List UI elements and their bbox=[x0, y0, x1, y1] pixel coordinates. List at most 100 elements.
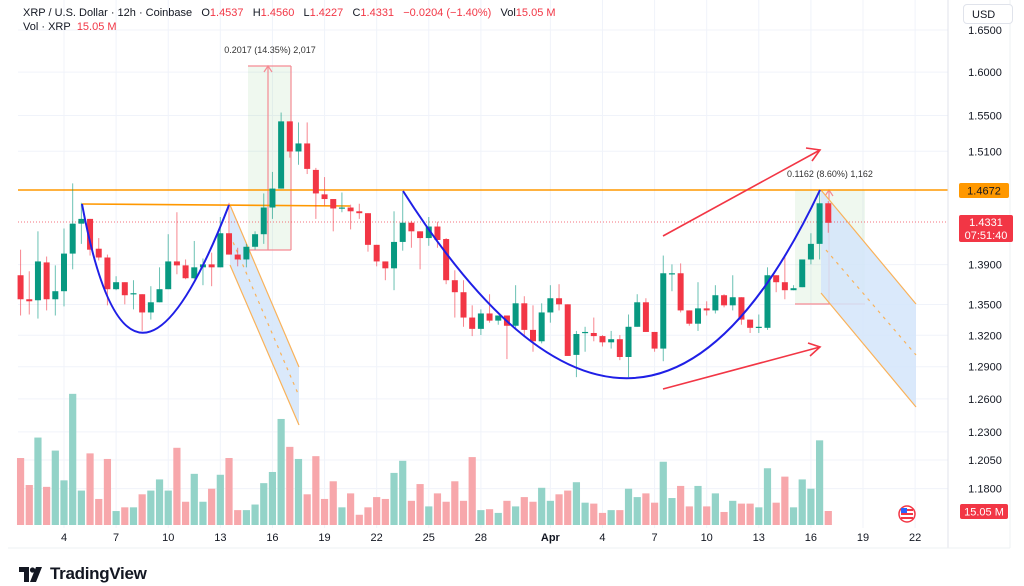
symbol-name[interactable]: XRP / U.S. Dollar · 12h · Coinbase bbox=[23, 7, 193, 19]
time-tick-label: 28 bbox=[475, 532, 487, 544]
bar-countdown: 07:51:40 bbox=[965, 230, 1008, 242]
cup-curve-1[interactable] bbox=[81, 203, 230, 334]
candle-body bbox=[495, 315, 502, 321]
volume-bar bbox=[763, 468, 772, 525]
volume-bar bbox=[407, 500, 415, 525]
candle bbox=[477, 309, 484, 336]
candle bbox=[34, 231, 41, 319]
candle-body bbox=[382, 261, 389, 269]
price-tick-label: 1.2900 bbox=[968, 362, 1002, 374]
cup-curve-2[interactable] bbox=[402, 189, 821, 380]
candle-body bbox=[252, 234, 259, 247]
tradingview-logo[interactable]: TradingView bbox=[19, 564, 147, 584]
time-tick-label: 19 bbox=[318, 532, 330, 544]
volume-badge: 15.05 M bbox=[960, 504, 1008, 519]
logo-text: TradingView bbox=[50, 564, 147, 583]
candle bbox=[642, 298, 649, 332]
candle bbox=[356, 203, 363, 219]
price-tick-label: 1.3500 bbox=[968, 300, 1002, 312]
us-flag-event-icon[interactable] bbox=[898, 505, 916, 523]
candle bbox=[599, 335, 606, 347]
candle-body bbox=[95, 248, 102, 258]
close-label: C bbox=[352, 7, 361, 19]
candle-body bbox=[312, 169, 319, 194]
volume-bar bbox=[225, 458, 233, 525]
candle bbox=[226, 202, 233, 255]
candle-body bbox=[677, 273, 684, 311]
neckline[interactable] bbox=[81, 203, 351, 207]
candle-body bbox=[582, 331, 589, 334]
candle-body bbox=[130, 293, 137, 295]
volume-bar bbox=[208, 488, 216, 525]
candle bbox=[799, 259, 806, 288]
volume-bar bbox=[347, 493, 355, 525]
price-tick-label: 1.2300 bbox=[968, 427, 1002, 439]
candle-body bbox=[191, 267, 198, 279]
volume-indicator-name[interactable]: Vol · XRP bbox=[23, 21, 71, 33]
time-tick-label: 22 bbox=[371, 532, 383, 544]
price-axis[interactable]: 1.6500 1.6000 1.5500 1.5100 1.3900 1.3500 1.32… bbox=[968, 25, 1002, 496]
candle-body bbox=[347, 207, 354, 212]
candle bbox=[712, 285, 719, 314]
measure-label: 0.1162 (8.60%) 1,162 bbox=[787, 169, 873, 179]
volume-bar bbox=[624, 488, 633, 525]
time-tick-label: 13 bbox=[214, 532, 226, 544]
volume-bar bbox=[286, 446, 294, 525]
volume-bar bbox=[77, 490, 85, 525]
volume-bar bbox=[399, 460, 407, 525]
volume-bar bbox=[433, 493, 442, 525]
trend-arrow-up-lower[interactable] bbox=[662, 342, 822, 390]
candle-body bbox=[816, 203, 823, 244]
measure-tool-1[interactable]: 0.2017 (14.35%) 2,017 bbox=[224, 45, 316, 251]
volume-bar bbox=[590, 503, 598, 525]
candle-body bbox=[451, 280, 458, 293]
volume-bar bbox=[772, 502, 780, 525]
open-label: O bbox=[201, 7, 210, 19]
currency-button[interactable]: USD bbox=[963, 4, 1013, 24]
candle bbox=[95, 238, 102, 261]
candle bbox=[547, 285, 554, 323]
candle-body bbox=[755, 326, 762, 328]
candle-body bbox=[460, 292, 467, 318]
candle bbox=[26, 271, 33, 315]
volume-bar bbox=[355, 514, 363, 525]
candle-body bbox=[721, 295, 728, 306]
volume-legend[interactable]: Vol · XRP 15.05 M bbox=[23, 21, 117, 33]
candle-body bbox=[234, 254, 241, 260]
candle bbox=[521, 296, 528, 338]
time-tick-label: 19 bbox=[857, 532, 869, 544]
candle-body bbox=[295, 143, 302, 152]
projection-channel-2[interactable] bbox=[820, 189, 917, 408]
candle-body bbox=[52, 291, 59, 300]
close-value: 1.4331 bbox=[360, 7, 395, 19]
candle-body bbox=[486, 313, 493, 321]
volume-bar bbox=[451, 481, 459, 525]
price-tick-label: 1.6500 bbox=[968, 25, 1002, 37]
candle bbox=[191, 240, 198, 280]
time-axis[interactable]: 4 7 10 13 16 19 22 25 28 Apr 4 7 10 13 16 19 22 bbox=[61, 532, 921, 544]
candle bbox=[443, 238, 450, 285]
candle bbox=[52, 265, 59, 316]
candle bbox=[469, 305, 476, 337]
volume-bar bbox=[677, 485, 685, 525]
candle-body bbox=[651, 331, 658, 349]
projection-channel-1[interactable] bbox=[229, 204, 300, 426]
trend-arrow-up-upper[interactable] bbox=[662, 147, 822, 237]
volume-bar bbox=[564, 490, 572, 525]
candle bbox=[286, 121, 293, 158]
svg-text:1.4672: 1.4672 bbox=[967, 186, 1001, 198]
candle bbox=[686, 310, 693, 326]
symbol-legend[interactable]: XRP / U.S. Dollar · 12h · Coinbase O 1.45… bbox=[23, 7, 556, 19]
candle-body bbox=[391, 241, 398, 269]
candle bbox=[17, 249, 24, 316]
volume-bar bbox=[147, 490, 155, 525]
high-value: 1.4560 bbox=[260, 7, 295, 19]
candle bbox=[590, 317, 597, 342]
candle-body bbox=[173, 261, 180, 266]
volume-bar bbox=[746, 503, 754, 525]
volume-bar bbox=[555, 494, 563, 525]
candle-body bbox=[443, 239, 450, 281]
candle bbox=[130, 280, 137, 310]
candle bbox=[382, 261, 389, 281]
